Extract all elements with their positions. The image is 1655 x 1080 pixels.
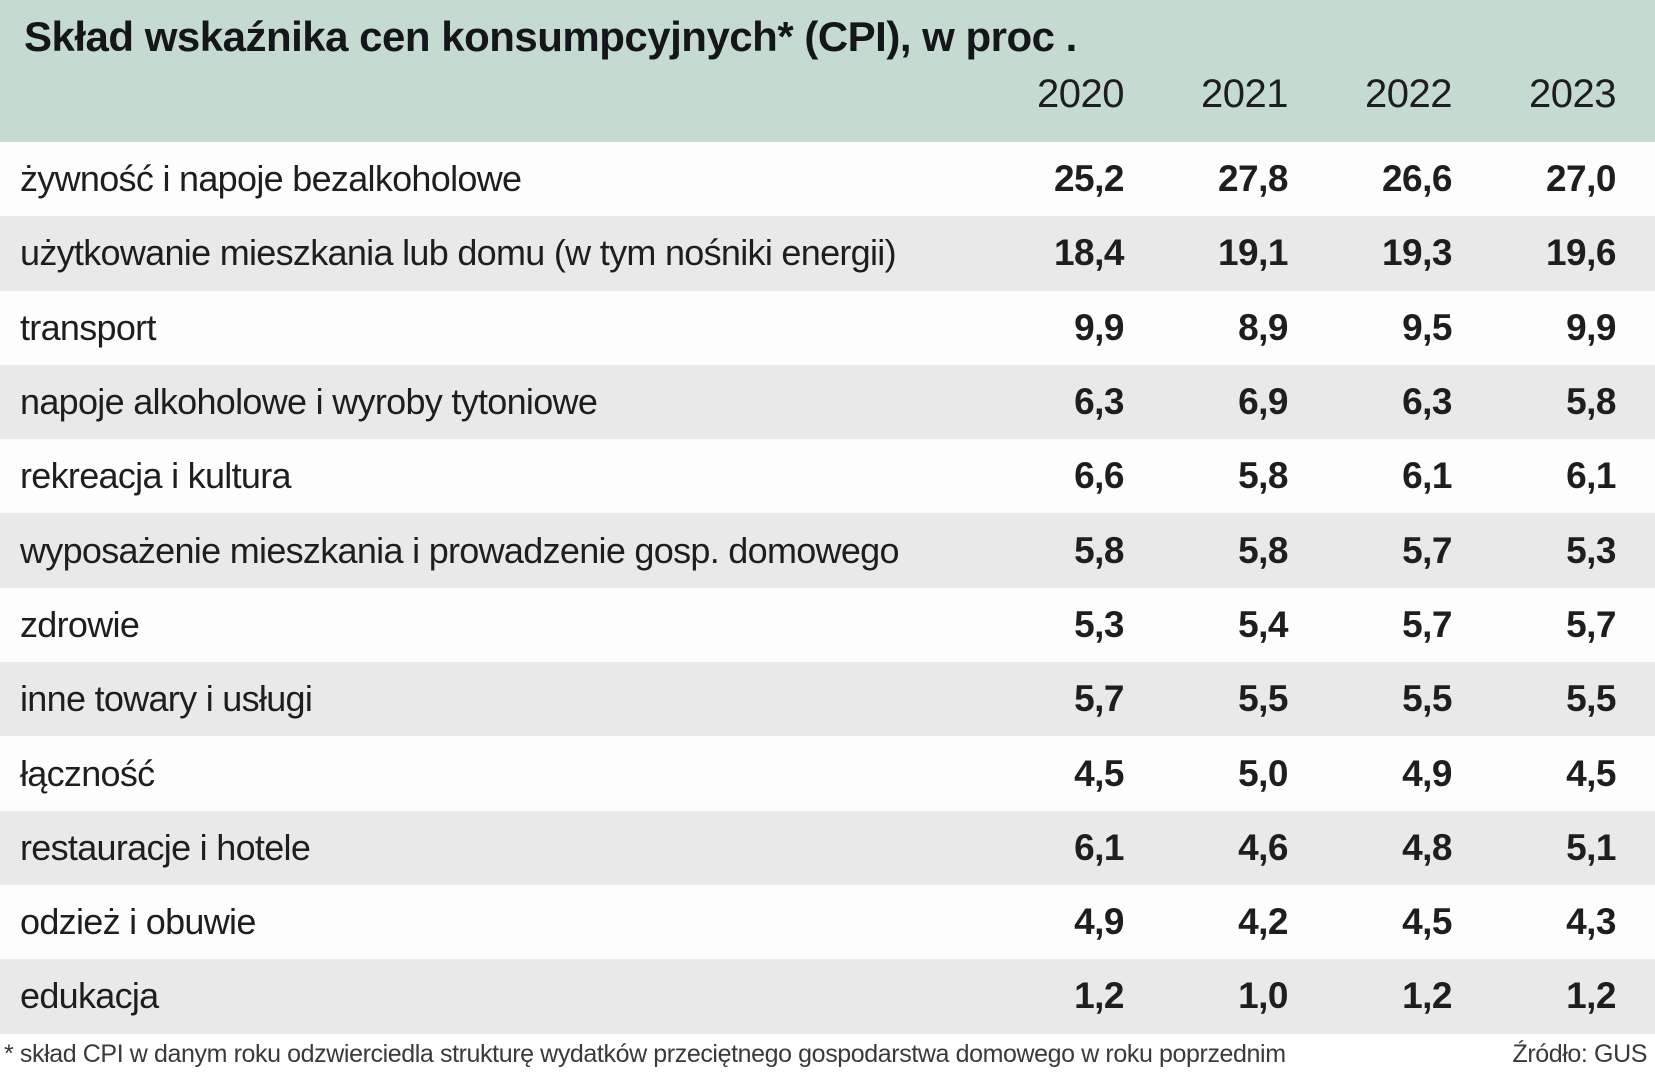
value-cell: 5,8 — [1566, 381, 1616, 423]
value-cell: 5,3 — [1566, 529, 1616, 571]
table-row: inne towary i usługi 5,7 5,5 5,5 5,5 — [0, 662, 1655, 737]
value-cell: 5,7 — [1566, 603, 1616, 645]
value-cell: 8,9 — [1238, 306, 1288, 348]
category-label: łączność — [20, 752, 155, 794]
table-row: restauracje i hotele 6,1 4,6 4,8 5,1 — [0, 810, 1655, 885]
value-cell: 4,9 — [1074, 901, 1124, 943]
value-cell: 5,7 — [1402, 529, 1452, 571]
value-cell: 5,8 — [1238, 455, 1288, 497]
value-cell: 6,1 — [1566, 455, 1616, 497]
value-cell: 9,5 — [1402, 306, 1452, 348]
value-cell: 1,2 — [1402, 975, 1452, 1017]
category-label: inne towary i usługi — [20, 678, 313, 720]
value-cell: 4,8 — [1402, 826, 1452, 868]
value-cell: 4,9 — [1402, 752, 1452, 794]
category-label: transport — [20, 306, 156, 348]
table-row: edukacja 1,2 1,0 1,2 1,2 — [0, 959, 1655, 1034]
table-row: wyposażenie mieszkania i prowadzenie gos… — [0, 513, 1655, 588]
value-cell: 6,3 — [1074, 381, 1124, 423]
table-header: Skład wskaźnika cen konsumpcyjnych* (CPI… — [0, 0, 1655, 142]
value-cell: 1,0 — [1238, 975, 1288, 1017]
category-label: użytkowanie mieszkania lub domu (w tym n… — [20, 232, 897, 274]
page-title: Skład wskaźnika cen konsumpcyjnych* (CPI… — [24, 13, 1077, 60]
value-cell: 5,7 — [1074, 678, 1124, 720]
value-cell: 9,9 — [1074, 306, 1124, 348]
value-cell: 25,2 — [1053, 158, 1125, 200]
category-label: odzież i obuwie — [20, 901, 256, 943]
year-column-header: 2021 — [1201, 72, 1288, 117]
value-cell: 4,5 — [1566, 752, 1616, 794]
value-cell: 26,6 — [1381, 158, 1453, 200]
value-cell: 6,3 — [1402, 381, 1452, 423]
value-cell: 6,6 — [1074, 455, 1124, 497]
value-cell: 1,2 — [1074, 975, 1124, 1017]
category-label: edukacja — [20, 975, 159, 1017]
table-row: odzież i obuwie 4,9 4,2 4,5 4,3 — [0, 884, 1655, 960]
value-cell: 4,3 — [1566, 901, 1616, 943]
year-column-header: 2020 — [1037, 72, 1124, 117]
category-label: rekreacja i kultura — [20, 455, 292, 497]
value-cell: 19,1 — [1217, 232, 1289, 274]
year-column-header: 2022 — [1365, 72, 1452, 117]
table-row: napoje alkoholowe i wyroby tytoniowe 6,3 6… — [0, 364, 1655, 440]
category-label: napoje alkoholowe i wyroby tytoniowe — [20, 381, 598, 423]
value-cell: 5,8 — [1238, 529, 1288, 571]
value-cell: 27,8 — [1217, 158, 1289, 200]
value-cell: 5,8 — [1074, 529, 1124, 571]
table-row: łączność 4,5 5,0 4,9 4,5 — [0, 736, 1655, 811]
source-text: Źródło: GUS — [1512, 1040, 1647, 1069]
value-cell: 27,0 — [1545, 158, 1617, 200]
value-cell: 4,2 — [1238, 901, 1288, 943]
value-cell: 9,9 — [1566, 306, 1616, 348]
year-column-header: 2023 — [1529, 72, 1616, 117]
table-body: żywność i napoje bezalkoholowe 25,2 27,8 26… — [0, 142, 1655, 1034]
value-cell: 4,5 — [1074, 752, 1124, 794]
footnote-text: * skład CPI w danym roku odzwierciedla s… — [4, 1040, 1286, 1069]
category-label: wyposażenie mieszkania i prowadzenie gos… — [20, 529, 900, 571]
value-cell: 6,1 — [1074, 826, 1124, 868]
table-footer: * skład CPI w danym roku odzwierciedla s… — [0, 1033, 1655, 1080]
value-cell: 18,4 — [1053, 232, 1125, 274]
value-cell: 5,7 — [1402, 603, 1452, 645]
value-cell: 6,1 — [1402, 455, 1452, 497]
value-cell: 5,3 — [1074, 603, 1124, 645]
table-row: użytkowanie mieszkania lub domu (w tym n… — [0, 216, 1655, 291]
value-cell: 19,3 — [1381, 232, 1453, 274]
table-row: rekreacja i kultura 6,6 5,8 6,1 6,1 — [0, 439, 1655, 514]
category-label: restauracje i hotele — [20, 826, 311, 868]
value-cell: 4,6 — [1238, 826, 1288, 868]
value-cell: 19,6 — [1545, 232, 1617, 274]
value-cell: 5,1 — [1566, 826, 1616, 868]
value-cell: 6,9 — [1238, 381, 1288, 423]
table-row: zdrowie 5,3 5,4 5,7 5,7 — [0, 587, 1655, 663]
value-cell: 1,2 — [1566, 975, 1616, 1017]
year-header-row: 2020 2021 2022 2023 — [0, 60, 1655, 128]
value-cell: 5,5 — [1238, 678, 1288, 720]
value-cell: 4,5 — [1402, 901, 1452, 943]
value-cell: 5,0 — [1238, 752, 1288, 794]
table-row: transport 9,9 8,9 9,5 9,9 — [0, 290, 1655, 365]
category-label: żywność i napoje bezalkoholowe — [20, 158, 522, 200]
value-cell: 5,4 — [1238, 603, 1288, 645]
value-cell: 5,5 — [1402, 678, 1452, 720]
category-label: zdrowie — [20, 603, 140, 645]
table-row: żywność i napoje bezalkoholowe 25,2 27,8 26… — [0, 142, 1655, 217]
value-cell: 5,5 — [1566, 678, 1616, 720]
